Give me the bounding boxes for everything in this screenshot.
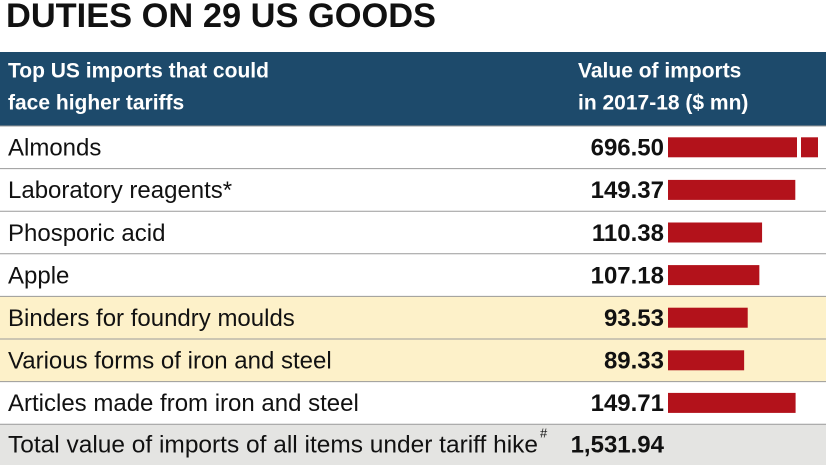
value-label: 696.50: [591, 135, 664, 162]
column-header: Value of imports: [578, 60, 741, 83]
total-label: Total value of imports of all items unde…: [8, 432, 538, 459]
category-label: Phosporic acid: [8, 220, 165, 247]
header-band: [0, 52, 826, 126]
value-label: 149.37: [591, 177, 664, 204]
bar-segment: [668, 137, 797, 158]
category-label: Laboratory reagents*: [8, 177, 232, 204]
category-label: Articles made from iron and steel: [8, 390, 359, 417]
category-label: Various forms of iron and steel: [8, 348, 332, 375]
bar: [668, 350, 745, 371]
value-label: 89.33: [604, 348, 664, 375]
bar: [668, 222, 763, 243]
value-label: 149.71: [591, 390, 664, 417]
bar-segment: [801, 137, 818, 158]
bar: [668, 307, 748, 328]
value-label: 110.38: [592, 220, 664, 247]
value-label: 107.18: [591, 262, 664, 289]
bar: [668, 179, 796, 200]
total-background: [0, 424, 826, 465]
total-value: 1,531.94: [571, 432, 665, 459]
category-label: Apple: [8, 262, 69, 289]
bar: [668, 265, 760, 286]
category-label: Almonds: [8, 135, 101, 162]
value-label: 93.53: [604, 305, 664, 332]
bar: [668, 137, 818, 158]
column-header: in 2017-18 ($ mn): [578, 92, 748, 115]
column-header: Top US imports that could: [8, 60, 269, 83]
column-header: face higher tariffs: [8, 92, 184, 115]
bar: [668, 392, 796, 413]
chart-title: DUTIES ON 29 US GOODS: [6, 0, 436, 35]
total-footnote: #: [540, 426, 548, 441]
category-label: Binders for foundry moulds: [8, 305, 295, 332]
